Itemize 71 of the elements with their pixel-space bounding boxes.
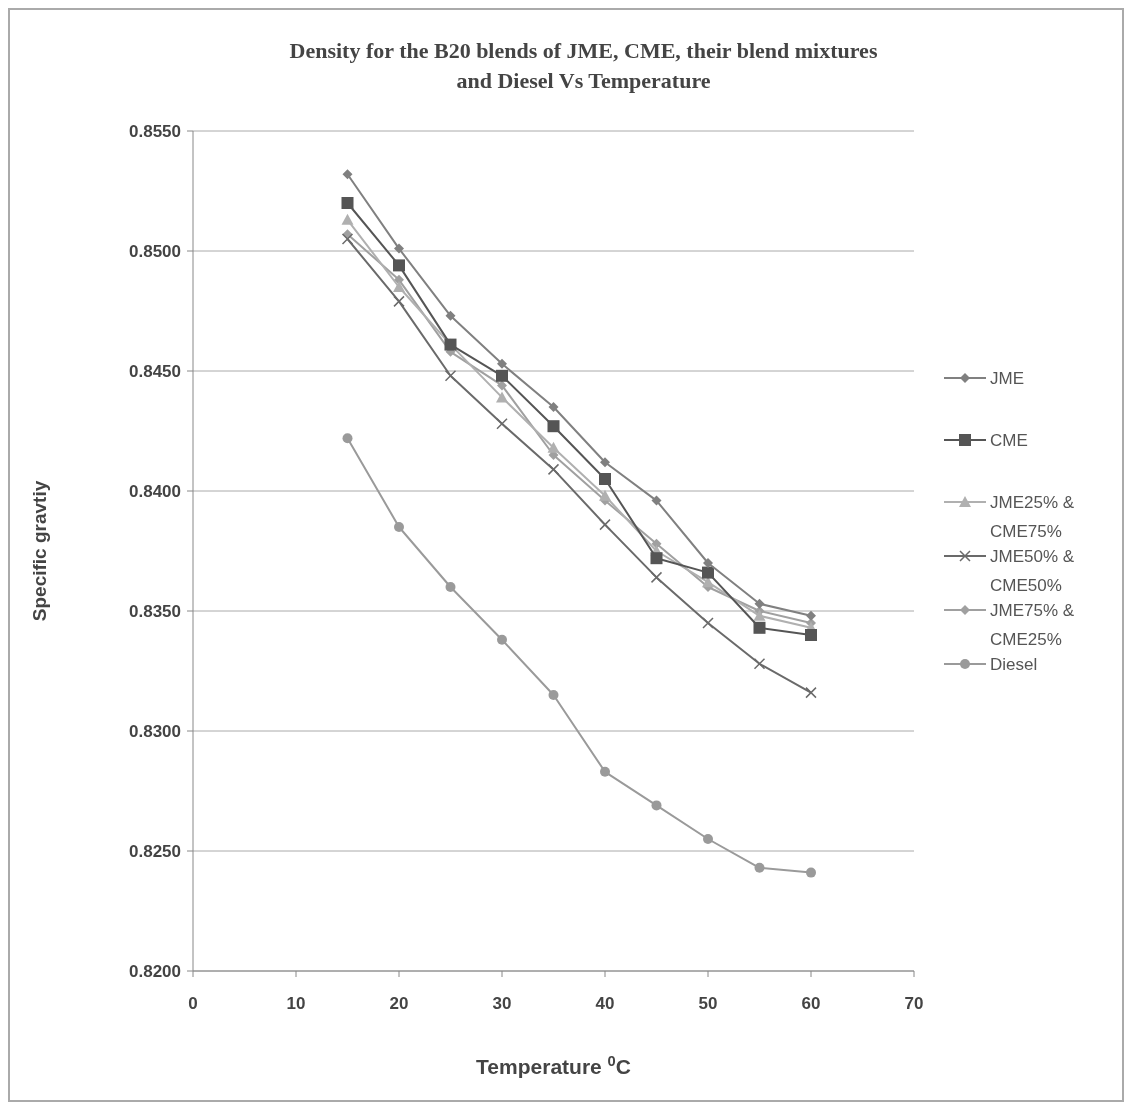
point (445, 310, 456, 321)
point (754, 598, 765, 609)
point (599, 473, 611, 485)
x-tick-label: 60 (801, 994, 821, 1013)
point (806, 610, 816, 621)
point (599, 489, 611, 501)
x-tick-label: 30 (492, 994, 512, 1013)
point (393, 281, 405, 292)
y-tick-label: 0.8200 (129, 961, 181, 981)
point (651, 800, 662, 811)
point (444, 370, 457, 382)
point (547, 463, 560, 476)
point (599, 518, 611, 531)
legend-label: Diesel (990, 655, 1038, 674)
x-tick-label: 20 (389, 994, 409, 1013)
y-tick-label: 0.8400 (129, 481, 181, 501)
legend-label: JME25% & CME75% (990, 493, 1075, 541)
y-axis-title: Specific gravtiy (29, 480, 50, 622)
point (753, 658, 766, 670)
point (496, 391, 508, 403)
point (445, 582, 456, 592)
point (753, 621, 766, 634)
point (497, 634, 507, 645)
point (393, 259, 405, 272)
point (496, 418, 508, 430)
point (393, 295, 405, 308)
point (805, 686, 817, 699)
y-tick-label: 0.8350 (129, 601, 181, 621)
point (548, 402, 559, 412)
point (342, 169, 353, 180)
point (753, 609, 766, 621)
point (650, 552, 663, 565)
point (341, 213, 354, 225)
point (806, 867, 816, 878)
point (703, 558, 713, 568)
point (703, 834, 713, 844)
x-tick-label: 10 (286, 994, 306, 1013)
y-tick-label: 0.8300 (129, 721, 181, 741)
legend-label: JME75% & CME25% (990, 601, 1075, 649)
point (547, 420, 560, 433)
y-tick-label: 0.8250 (129, 841, 181, 861)
point (702, 566, 714, 579)
point (600, 766, 610, 777)
point (497, 380, 507, 391)
point (702, 617, 714, 629)
legend-label: CME (990, 431, 1028, 450)
legend-label: JME (990, 369, 1024, 388)
point (547, 441, 560, 453)
x-tick-label: 50 (698, 994, 718, 1013)
point (341, 233, 354, 245)
point (341, 197, 354, 209)
point (600, 457, 610, 468)
point (497, 358, 507, 369)
point (650, 571, 663, 584)
y-tick-label: 0.8500 (129, 241, 181, 261)
point (805, 629, 817, 641)
x-axis-title: Temperature $^{0}$C (476, 1053, 631, 1078)
legend-label: JME50% & CME50% (990, 547, 1075, 595)
point (394, 243, 404, 254)
chart-title: Density for the B20 blends of JME, CME, their blend mixtures and Diesel Vs Temperature (289, 38, 878, 93)
x-tick-label: 70 (904, 994, 924, 1013)
point (548, 690, 559, 700)
x-tick-label: 40 (595, 994, 615, 1013)
point (342, 433, 353, 444)
y-tick-label: 0.8450 (129, 361, 181, 381)
point (394, 522, 404, 532)
point (754, 862, 765, 873)
point (496, 369, 508, 382)
point (651, 495, 662, 506)
y-tick-label: 0.8550 (129, 121, 181, 141)
x-tick-label: 0 (188, 994, 198, 1013)
